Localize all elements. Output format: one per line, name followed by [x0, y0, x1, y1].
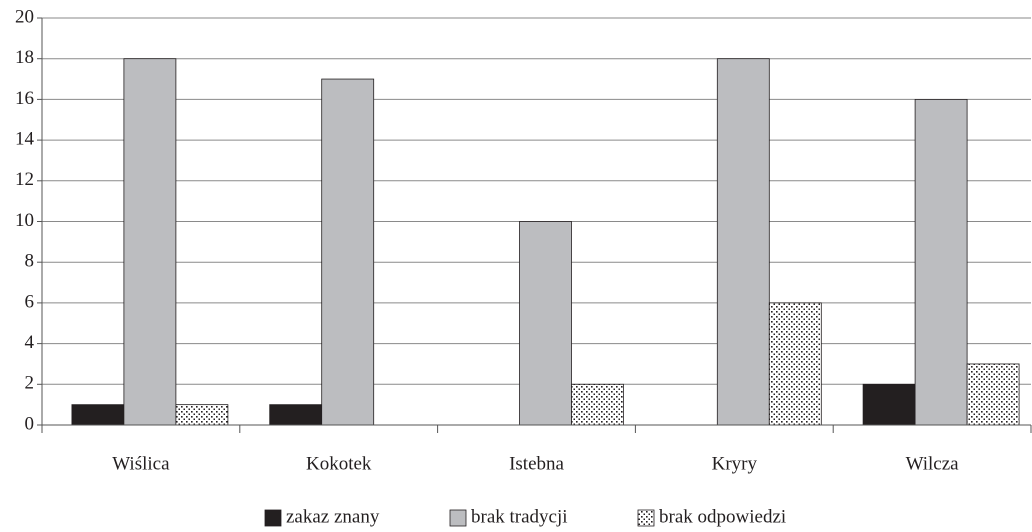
y-tick-label: 14: [15, 128, 35, 149]
bar: [768, 302, 822, 426]
x-tick-label: Wilcza: [906, 453, 960, 474]
y-tick-label: 2: [25, 373, 35, 394]
legend-label: brak tradycji: [471, 506, 568, 527]
x-tick-label: Kryry: [712, 453, 758, 474]
bar: [269, 404, 323, 426]
bar: [966, 363, 1020, 426]
bar: [862, 383, 916, 426]
y-tick-label: 16: [15, 88, 34, 109]
bar: [571, 383, 624, 426]
x-tick-label: Wiślica: [112, 453, 170, 474]
y-tick-label: 0: [25, 413, 35, 434]
legend-swatch: [449, 509, 467, 527]
bar: [123, 58, 177, 426]
y-tick-label: 10: [15, 210, 34, 231]
y-tick-label: 4: [25, 332, 35, 353]
bar: [71, 404, 125, 426]
legend-swatch: [264, 509, 282, 527]
bar: [716, 58, 770, 426]
legend-label: brak odpowiedzi: [659, 506, 786, 527]
y-tick-label: 12: [15, 169, 34, 190]
legend-label: zakaz znany: [286, 506, 380, 527]
bar: [914, 99, 968, 426]
bar: [175, 404, 229, 426]
x-tick-label: Kokotek: [306, 453, 372, 474]
y-tick-label: 6: [25, 291, 35, 312]
legend-swatch: [637, 509, 655, 527]
y-tick-label: 20: [15, 6, 34, 27]
y-tick-label: 18: [15, 47, 34, 68]
bar: [519, 221, 572, 426]
x-tick-label: Istebna: [509, 453, 564, 474]
bar: [321, 78, 375, 426]
y-tick-label: 8: [25, 251, 35, 272]
